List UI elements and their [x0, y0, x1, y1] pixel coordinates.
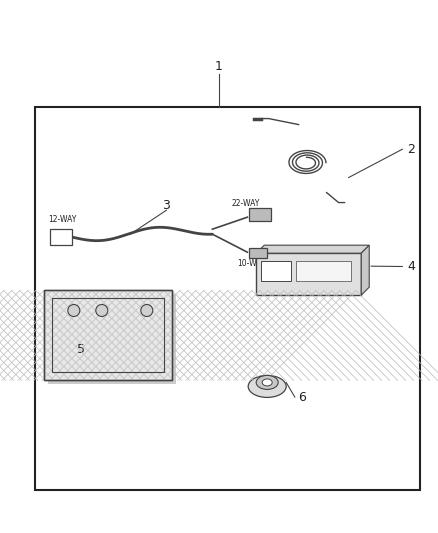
Text: 12-WAY: 12-WAY [48, 215, 77, 224]
Ellipse shape [262, 379, 272, 386]
Bar [249, 208, 272, 221]
Polygon shape [256, 245, 369, 253]
Text: 4: 4 [407, 260, 415, 273]
Circle shape [68, 304, 80, 317]
Bar [48, 295, 176, 384]
Circle shape [96, 304, 108, 317]
Circle shape [141, 304, 153, 317]
Text: 6: 6 [298, 391, 306, 403]
Text: 3: 3 [162, 199, 170, 212]
Bar [249, 248, 267, 258]
Text: 1: 1 [215, 60, 223, 73]
Ellipse shape [248, 375, 286, 398]
Bar [44, 290, 172, 381]
Ellipse shape [256, 375, 278, 390]
Text: 5: 5 [77, 343, 85, 356]
Text: 22-WAY: 22-WAY [231, 199, 260, 208]
Text: 10-WAY: 10-WAY [237, 259, 266, 268]
Bar [256, 253, 361, 295]
Bar [44, 290, 172, 381]
Polygon shape [361, 245, 369, 295]
Bar [296, 261, 351, 281]
Text: 2: 2 [407, 143, 415, 156]
Bar [35, 107, 420, 490]
Bar [52, 298, 164, 373]
Bar [50, 229, 72, 245]
Bar [261, 261, 291, 281]
